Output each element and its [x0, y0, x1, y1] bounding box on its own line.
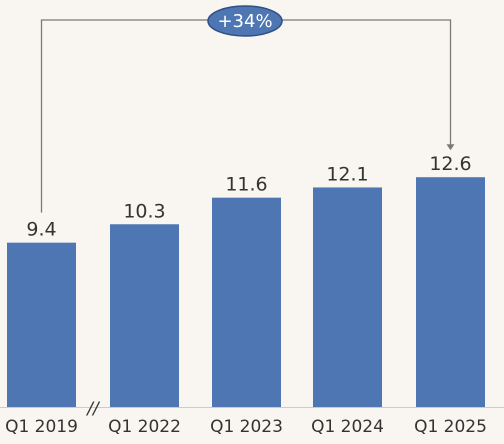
axis-break-mark: //: [85, 399, 101, 419]
growth-connector-arrowhead: [446, 144, 455, 151]
x-tick-label: Q1 2025: [414, 417, 487, 437]
bar-q1-2019: [7, 242, 76, 407]
bar-q1-2025: [416, 177, 485, 407]
bar-q1-2024: [313, 187, 382, 407]
x-tick-label: Q1 2024: [311, 417, 384, 437]
bar-value-label: 12.1: [326, 163, 368, 185]
annotation-layer: +34%: [40, 5, 455, 213]
bar-q1-2023: [212, 197, 281, 407]
bar-value-label: 12.6: [429, 153, 471, 175]
bar-value-label: 10.3: [123, 200, 165, 222]
bar-q1-2022: [110, 224, 179, 407]
x-tick-label: Q1 2022: [108, 417, 181, 437]
growth-callout-label: +34%: [217, 11, 272, 32]
bar-value-label: 9.4: [26, 219, 56, 241]
bar-value-label: 11.6: [225, 174, 267, 196]
bars-group: 9.4 Q1 2019 10.3 Q1 2022 11.6 Q1 2023 12.1 Q1 2…: [5, 153, 487, 437]
growth-callout-badge: [207, 5, 283, 37]
x-tick-label: Q1 2019: [5, 417, 78, 437]
x-tick-label: Q1 2023: [210, 417, 283, 437]
